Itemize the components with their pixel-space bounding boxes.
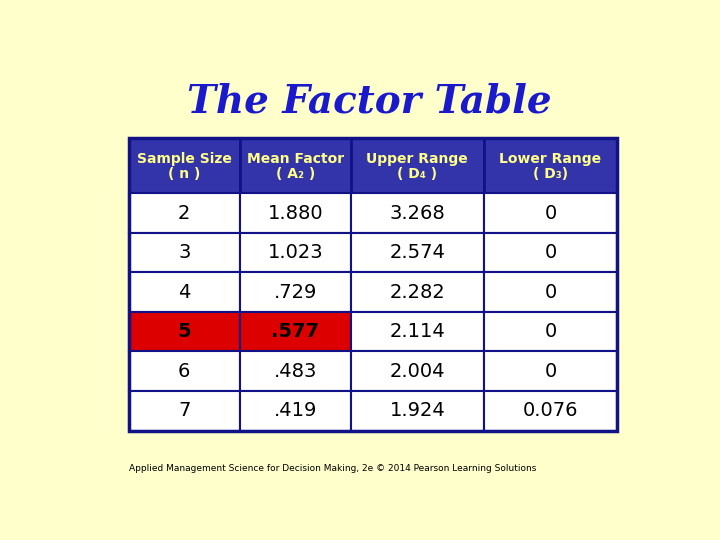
Text: 2.282: 2.282	[390, 283, 445, 302]
Bar	[240, 138, 351, 193]
Text: 1.023: 1.023	[267, 243, 323, 262]
Text: 0: 0	[544, 322, 557, 341]
Bar	[351, 352, 484, 391]
Text: .577: .577	[271, 322, 319, 341]
Bar	[484, 193, 617, 233]
Text: 1.924: 1.924	[390, 401, 445, 420]
Bar	[129, 193, 240, 233]
Bar	[351, 138, 484, 193]
Text: 0: 0	[544, 362, 557, 381]
Bar	[351, 193, 484, 233]
Text: Applied Management Science for Decision Making, 2e © 2014 Pearson Learning Solut: Applied Management Science for Decision …	[129, 464, 536, 473]
Bar	[351, 273, 484, 312]
Text: 2.004: 2.004	[390, 362, 445, 381]
Text: 6: 6	[178, 362, 190, 381]
Text: 7: 7	[178, 401, 190, 420]
Text: .483: .483	[274, 362, 317, 381]
Bar	[240, 233, 351, 273]
Text: 3.268: 3.268	[390, 204, 445, 222]
Bar	[484, 273, 617, 312]
Text: Sample Size: Sample Size	[137, 152, 232, 166]
Bar	[484, 138, 617, 193]
Text: 0: 0	[544, 243, 557, 262]
Text: 5: 5	[177, 322, 191, 341]
Text: 2.114: 2.114	[390, 322, 445, 341]
Bar	[129, 273, 240, 312]
Text: 2: 2	[178, 204, 190, 222]
Bar	[351, 233, 484, 273]
Text: 0: 0	[544, 204, 557, 222]
Bar	[240, 312, 351, 352]
Bar	[240, 273, 351, 312]
Bar	[240, 193, 351, 233]
Bar	[351, 312, 484, 352]
Text: 3: 3	[178, 243, 190, 262]
Text: 2.574: 2.574	[390, 243, 445, 262]
Bar	[129, 138, 240, 193]
Text: ( D₃): ( D₃)	[533, 167, 568, 181]
Bar	[240, 352, 351, 391]
Bar	[240, 391, 351, 430]
Bar	[129, 352, 240, 391]
Bar	[484, 391, 617, 430]
Bar	[129, 233, 240, 273]
Text: .729: .729	[274, 283, 317, 302]
Bar	[484, 312, 617, 352]
Text: 4: 4	[178, 283, 190, 302]
Bar	[484, 233, 617, 273]
Text: ( n ): ( n )	[168, 167, 200, 181]
Text: 1.880: 1.880	[267, 204, 323, 222]
Text: Lower Range: Lower Range	[500, 152, 601, 166]
Text: 0: 0	[544, 283, 557, 302]
Bar	[351, 391, 484, 430]
Text: ( A₂ ): ( A₂ )	[276, 167, 315, 181]
Bar	[129, 391, 240, 430]
Text: 0.076: 0.076	[523, 401, 578, 420]
Text: The Factor Table: The Factor Table	[186, 83, 552, 121]
Bar	[129, 312, 240, 352]
Text: ( D₄ ): ( D₄ )	[397, 167, 437, 181]
Text: Mean Factor: Mean Factor	[247, 152, 343, 166]
Text: .419: .419	[274, 401, 317, 420]
Bar	[484, 352, 617, 391]
Bar	[129, 138, 617, 430]
Text: Upper Range: Upper Range	[366, 152, 468, 166]
